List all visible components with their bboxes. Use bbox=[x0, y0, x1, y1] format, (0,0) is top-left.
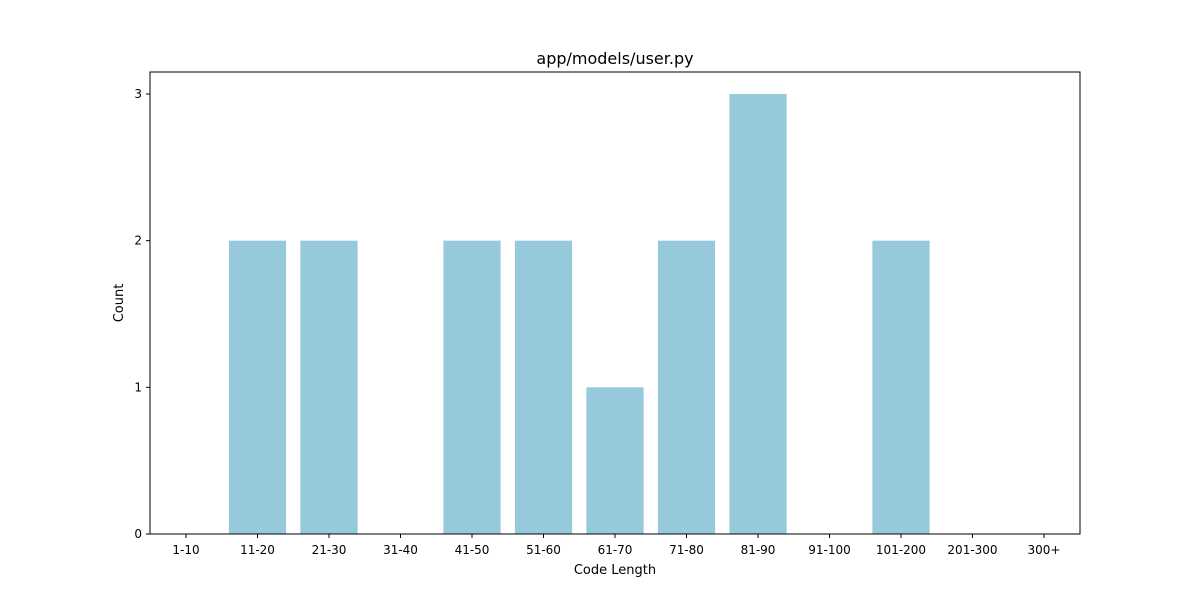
y-tick-label: 2 bbox=[134, 234, 142, 248]
y-tick-label: 3 bbox=[134, 87, 142, 101]
y-axis-ticks: 0 1 2 3 bbox=[134, 87, 150, 541]
x-tick-label: 41-50 bbox=[455, 543, 490, 557]
bars-layer bbox=[228, 94, 930, 535]
x-tick-label: 61-70 bbox=[598, 543, 633, 557]
x-tick-label: 51-60 bbox=[526, 543, 561, 557]
bar-101-200 bbox=[872, 240, 930, 535]
x-tick-label: 101-200 bbox=[876, 543, 926, 557]
y-tick-label: 1 bbox=[134, 380, 142, 394]
x-tick-label: 81-90 bbox=[741, 543, 776, 557]
bar-71-80 bbox=[657, 240, 716, 535]
x-tick-label: 11-20 bbox=[240, 543, 275, 557]
bar-21-30 bbox=[300, 240, 358, 535]
bar-41-50 bbox=[443, 240, 501, 535]
y-axis-label: Count bbox=[112, 284, 127, 323]
x-tick-label: 300+ bbox=[1028, 543, 1061, 557]
x-axis-label: Code Length bbox=[574, 563, 656, 578]
bar-11-20 bbox=[228, 240, 287, 535]
chart-title: app/models/user.py bbox=[536, 49, 693, 68]
x-tick-label: 31-40 bbox=[383, 543, 418, 557]
bar-61-70 bbox=[586, 387, 644, 534]
bar-81-90 bbox=[729, 94, 787, 534]
x-tick-label: 71-80 bbox=[669, 543, 704, 557]
x-tick-label: 21-30 bbox=[312, 543, 347, 557]
x-axis-ticks: 1-10 11-20 21-30 31-40 41-50 51-60 61-70 71-80 8… bbox=[172, 534, 1060, 557]
x-tick-label: 1-10 bbox=[172, 543, 199, 557]
x-tick-label: 201-300 bbox=[947, 543, 997, 557]
y-tick-label: 0 bbox=[134, 527, 142, 541]
x-tick-label: 91-100 bbox=[808, 543, 851, 557]
bar-51-60 bbox=[514, 240, 573, 535]
